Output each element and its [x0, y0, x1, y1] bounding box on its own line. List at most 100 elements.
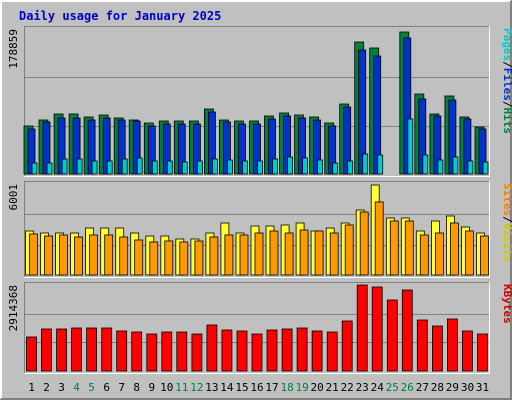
bar-kbytes-day-29 — [446, 318, 458, 372]
bar-pages-day-3 — [61, 158, 68, 175]
bar-sites-day-4 — [74, 236, 83, 276]
bar-kbytes-day-11 — [176, 331, 188, 372]
x-tick-label: 22 — [341, 381, 354, 394]
bar-sites-day-5 — [89, 234, 98, 276]
x-tick-label: 18 — [280, 381, 293, 394]
x-tick-label: 15 — [235, 381, 248, 394]
bar-files-day-17 — [268, 118, 276, 175]
bar-sites-day-2 — [44, 235, 53, 276]
bar-files-day-16 — [253, 123, 261, 175]
bar-files-day-18 — [283, 115, 292, 175]
x-tick-label: 5 — [88, 381, 95, 394]
legend-part: / — [501, 216, 512, 223]
x-tick-label: 26 — [401, 381, 414, 394]
x-tick-label: 4 — [73, 381, 80, 394]
bar-pages-day-18 — [287, 156, 294, 175]
bar-pages-day-26 — [407, 118, 414, 175]
bar-pages-day-2 — [46, 162, 53, 175]
bar-pages-day-19 — [302, 157, 309, 175]
bar-sites-day-3 — [59, 234, 68, 276]
bar-files-day-13 — [207, 111, 216, 175]
bar-kbytes-day-15 — [236, 330, 248, 372]
x-tick-label: 6 — [103, 381, 110, 394]
bar-pages-day-29 — [452, 156, 459, 175]
bar-sites-day-12 — [194, 240, 204, 276]
x-tick-label: 10 — [160, 381, 173, 394]
bar-files-day-31 — [478, 128, 487, 175]
bar-sites-day-10 — [164, 240, 174, 276]
bar-pages-day-5 — [91, 160, 98, 175]
bar-pages-day-27 — [422, 154, 429, 175]
bar-pages-day-20 — [317, 159, 324, 175]
bar-files-day-21 — [328, 125, 337, 175]
panel-side-legend: Pages/Files/Hits — [501, 28, 512, 134]
bar-files-day-20 — [313, 119, 322, 175]
bar-pages-day-14 — [226, 159, 233, 175]
x-tick-label: 11 — [175, 381, 188, 394]
bar-kbytes-day-16 — [251, 333, 263, 372]
bar-sites-day-31 — [480, 235, 489, 276]
bar-pages-day-4 — [76, 158, 83, 175]
x-tick-label: 20 — [310, 381, 323, 394]
x-tick-label: 30 — [461, 381, 474, 394]
bar-kbytes-day-17 — [266, 329, 278, 372]
bar-files-day-23 — [358, 49, 367, 175]
legend-part: Pages — [501, 28, 512, 61]
bar-pages-day-1 — [31, 162, 38, 175]
bar-files-day-10 — [162, 123, 171, 175]
bar-kbytes-day-19 — [296, 327, 308, 372]
x-tick-label: 27 — [416, 381, 429, 394]
panel-1: 178859 Pages/Files/Hits — [7, 26, 512, 177]
bar-files-day-6 — [102, 117, 111, 175]
bar-sites-day-9 — [149, 241, 159, 276]
bar-files-day-11 — [177, 123, 186, 175]
panel-side-legend: Sites/Visits — [501, 183, 512, 263]
x-tick-label: 16 — [250, 381, 263, 394]
x-tick-label: 7 — [118, 381, 125, 394]
bar-sites-day-28 — [434, 232, 444, 276]
bar-pages-day-7 — [121, 158, 128, 175]
x-tick-label: 23 — [356, 381, 369, 394]
bar-sites-day-22 — [344, 224, 354, 276]
bar-sites-day-24 — [374, 201, 384, 276]
legend-part: / — [501, 61, 512, 68]
x-tick-label: 14 — [220, 381, 234, 394]
bar-kbytes-day-1 — [26, 336, 37, 372]
bar-files-day-7 — [117, 119, 126, 175]
x-tick-label: 9 — [148, 381, 155, 394]
bar-sites-day-14 — [224, 234, 234, 276]
bar-sites-day-18 — [284, 232, 294, 276]
bar-files-day-29 — [448, 99, 457, 175]
x-tick-label: 17 — [265, 381, 278, 394]
bar-kbytes-day-12 — [191, 333, 203, 372]
bar-sites-day-23 — [359, 211, 369, 276]
panel-side-legend: KBytes — [501, 284, 512, 324]
bar-pages-day-15 — [242, 160, 248, 175]
bar-files-day-19 — [298, 117, 307, 175]
legend-part: Sites — [501, 183, 512, 216]
bar-kbytes-day-13 — [206, 324, 218, 372]
panel-2: 6001 Sites/Visits — [7, 181, 512, 278]
panel-3: 2914368 KBytes — [7, 282, 512, 374]
bar-files-day-15 — [238, 123, 246, 175]
bar-pages-day-24 — [377, 154, 384, 175]
x-tick-label: 25 — [386, 381, 399, 394]
bar-pages-day-31 — [482, 161, 489, 175]
bar-sites-day-13 — [209, 236, 219, 276]
x-tick-label: 24 — [371, 381, 385, 394]
bar-pages-day-30 — [467, 160, 474, 175]
series-files — [27, 37, 487, 175]
x-tick-label: 13 — [205, 381, 218, 394]
bar-files-day-30 — [463, 118, 472, 175]
bar-kbytes-day-21 — [326, 331, 338, 372]
x-axis-tick-labels: 1 2 3 4 5 6 7 8 9 10 11 12 13 14 15 16 17 18 19 20 21 22 23 24 2… — [28, 381, 489, 394]
bar-sites-day-20 — [314, 230, 324, 276]
chart-title: Daily usage for January 2025 — [19, 9, 221, 23]
series-kbytes — [26, 284, 488, 372]
x-tick-label: 12 — [190, 381, 203, 394]
bar-kbytes-day-5 — [86, 327, 97, 372]
bar-kbytes-day-10 — [161, 331, 173, 372]
bar-kbytes-day-25 — [386, 299, 398, 372]
bar-kbytes-day-20 — [311, 330, 323, 372]
y-axis-max-label: 178859 — [7, 29, 20, 69]
